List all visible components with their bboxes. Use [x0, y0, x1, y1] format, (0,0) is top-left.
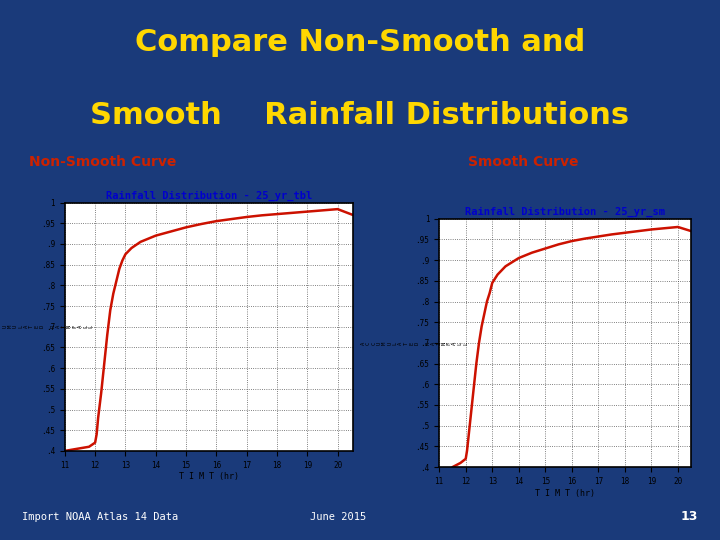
Title: Rainfall Distribution - 25_yr_sm: Rainfall Distribution - 25_yr_sm [465, 206, 665, 217]
Text: Smooth Curve: Smooth Curve [468, 155, 578, 169]
Title: Rainfall Distribution - 25_yr_tbl: Rainfall Distribution - 25_yr_tbl [106, 190, 312, 200]
Text: Smooth    Rainfall Distributions: Smooth Rainfall Distributions [91, 100, 629, 130]
Y-axis label: A
C
C
U
M
U
L
A
T
E
D

R
A
I
N
F
A
L
L: A C C U M U L A T E D R A I N F A L L [0, 325, 94, 328]
Text: June 2015: June 2015 [310, 512, 366, 522]
X-axis label: T I M T (hr): T I M T (hr) [535, 489, 595, 497]
Text: Import NOAA Atlas 14 Data: Import NOAA Atlas 14 Data [22, 512, 178, 522]
Text: Non-Smooth Curve: Non-Smooth Curve [29, 155, 176, 169]
Text: 13: 13 [681, 510, 698, 523]
Text: Compare Non-Smooth and: Compare Non-Smooth and [135, 28, 585, 57]
X-axis label: T I M T (hr): T I M T (hr) [179, 472, 239, 481]
Y-axis label: A
C
C
U
M
U
L
A
T
E
D

R
A
I
N
F
A
L
L: A C C U M U L A T E D R A I N F A L L [361, 341, 468, 345]
